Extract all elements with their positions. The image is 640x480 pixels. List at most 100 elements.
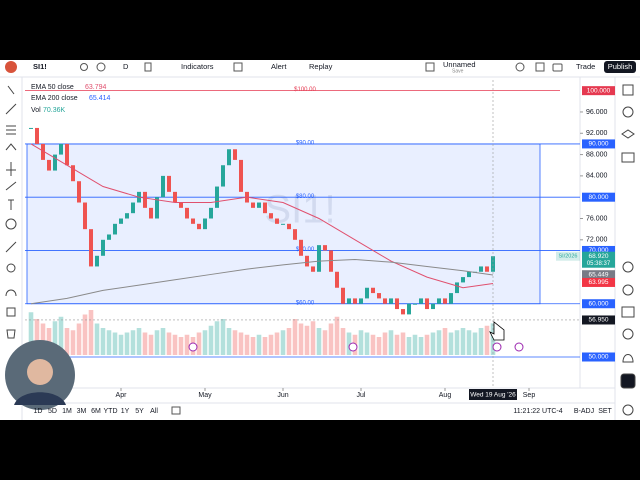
- ideas-icon[interactable]: [622, 328, 634, 340]
- indicators-button[interactable]: Indicators: [181, 62, 214, 71]
- volume-bar: [196, 332, 202, 355]
- volume-bar: [358, 330, 364, 355]
- volume-bar: [490, 323, 496, 355]
- layout-icon[interactable]: [425, 62, 435, 72]
- x-tick-label: Aug: [439, 392, 452, 399]
- alert-button[interactable]: Alert: [271, 62, 287, 71]
- candle: [119, 218, 123, 224]
- clock-icon[interactable]: [622, 284, 634, 296]
- contract-label: SI/2026: [559, 254, 578, 260]
- right-sidebar: [620, 84, 636, 416]
- candle: [287, 223, 291, 230]
- candle: [335, 271, 339, 288]
- symbol[interactable]: SI1!: [33, 62, 47, 71]
- range-button[interactable]: YTD: [104, 408, 118, 415]
- range-button[interactable]: 3M: [77, 408, 87, 415]
- save-label[interactable]: Save: [452, 68, 464, 74]
- candle: [173, 191, 177, 203]
- volume-bar: [232, 330, 238, 355]
- avatar[interactable]: [5, 61, 17, 73]
- app-background: [0, 60, 640, 420]
- level-label: $60.00: [296, 300, 315, 306]
- forecast-tool[interactable]: [6, 162, 16, 176]
- fullscreen-icon[interactable]: [535, 62, 545, 72]
- candle: [389, 298, 393, 304]
- volume-bar: [376, 337, 382, 355]
- add-icon[interactable]: [96, 62, 106, 72]
- layout-name[interactable]: Unnamed: [443, 60, 476, 69]
- volume-bar: [382, 332, 388, 355]
- templates-icon[interactable]: [233, 62, 243, 72]
- calendar-icon[interactable]: [621, 306, 635, 318]
- candle: [47, 159, 51, 171]
- range-button[interactable]: All: [150, 408, 158, 415]
- layers-icon[interactable]: [621, 129, 635, 139]
- interval[interactable]: D: [123, 62, 129, 71]
- volume-bar: [364, 332, 370, 355]
- clock[interactable]: 11:21:22 UTC-4: [513, 408, 562, 415]
- goto-date-icon[interactable]: [171, 406, 181, 415]
- candle: [35, 127, 39, 144]
- volume-bar: [154, 330, 160, 355]
- text-tool[interactable]: [8, 199, 14, 210]
- candle: [209, 207, 213, 219]
- candle: [401, 309, 405, 315]
- settings-icon[interactable]: [515, 62, 525, 72]
- volume-bar: [184, 334, 190, 355]
- volume-bar: [148, 334, 154, 355]
- apps-icon[interactable]: [620, 373, 636, 389]
- volume-bar: [442, 328, 448, 355]
- volume-bar: [202, 330, 208, 355]
- y-tick-label: 88.000: [586, 151, 608, 158]
- snapshot-icon[interactable]: [552, 63, 563, 72]
- fib-tool[interactable]: [6, 125, 16, 135]
- volume-bar: [310, 321, 316, 355]
- range-button[interactable]: 5D: [48, 408, 57, 415]
- range-button[interactable]: 1D: [34, 408, 43, 415]
- lock-tool[interactable]: [6, 307, 16, 317]
- chat-icon[interactable]: [621, 152, 635, 163]
- volume-bar: [238, 332, 244, 355]
- price-badge-label: 63.995: [589, 279, 609, 286]
- volume-bar: [400, 332, 406, 355]
- trash-tool[interactable]: [6, 329, 16, 339]
- candle: [359, 298, 363, 304]
- range-button[interactable]: 6M: [91, 408, 101, 415]
- trade-button[interactable]: Trade: [576, 62, 595, 71]
- level-label: $70.00: [296, 247, 315, 253]
- replay-button[interactable]: Replay: [309, 62, 333, 71]
- ema200-name: EMA 200 close: [31, 95, 78, 102]
- compare-icon[interactable]: [80, 63, 88, 71]
- line-tool[interactable]: [5, 103, 17, 115]
- brush-tool[interactable]: [5, 181, 17, 191]
- emoji-tool[interactable]: [5, 218, 17, 230]
- pattern-tool[interactable]: [5, 143, 17, 151]
- magnet-tool[interactable]: [5, 289, 17, 297]
- measure-tool[interactable]: [5, 241, 17, 253]
- volume-bar: [316, 328, 322, 355]
- adjust-toggle[interactable]: B-ADJ: [574, 408, 594, 415]
- watchlist-icon[interactable]: [622, 84, 634, 96]
- bell-icon[interactable]: [622, 354, 634, 363]
- volume-bar: [100, 328, 106, 355]
- zoom-tool[interactable]: [6, 263, 16, 273]
- help-icon[interactable]: [622, 404, 634, 416]
- alerts-icon[interactable]: [622, 106, 634, 118]
- publish-button-bg[interactable]: [604, 61, 636, 73]
- candle: [185, 207, 189, 219]
- range-button[interactable]: 1M: [62, 408, 72, 415]
- range-button[interactable]: 1Y: [121, 408, 130, 415]
- candle: [311, 266, 315, 272]
- volume-bar: [220, 319, 226, 355]
- target-icon[interactable]: [622, 261, 634, 273]
- candle: [323, 245, 327, 251]
- volume-bar: [478, 328, 484, 355]
- volume-bar: [142, 332, 148, 355]
- publish-button[interactable]: Publish: [608, 62, 633, 71]
- settlement-toggle[interactable]: SET: [598, 408, 612, 415]
- chart-type-icon[interactable]: [144, 62, 152, 72]
- x-tick-label: Jul: [357, 392, 366, 399]
- range-button[interactable]: 5Y: [135, 408, 144, 415]
- cursor-tool[interactable]: [7, 85, 15, 95]
